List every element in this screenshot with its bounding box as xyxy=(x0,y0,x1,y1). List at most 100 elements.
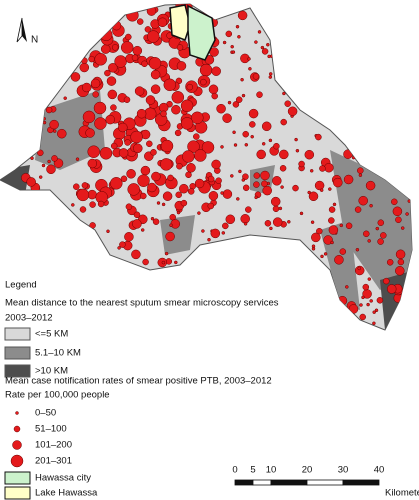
rate-symbol xyxy=(369,299,373,303)
rate-symbol xyxy=(231,50,236,54)
scale-segment xyxy=(252,479,272,486)
rate-symbol xyxy=(268,138,273,143)
rate-symbol xyxy=(211,159,221,170)
rate-symbol xyxy=(311,232,321,243)
legend-label: 201–301 xyxy=(35,456,72,467)
rate-symbol xyxy=(233,143,238,147)
rate-symbol xyxy=(148,57,162,70)
rate-symbol xyxy=(253,181,260,188)
rate-symbol xyxy=(100,44,111,54)
rate-symbol xyxy=(82,110,96,124)
rate-symbol xyxy=(108,63,118,73)
rate-symbol xyxy=(339,248,347,255)
rate-symbol xyxy=(210,228,221,239)
rate-symbol xyxy=(38,175,43,179)
rate-symbol xyxy=(73,183,80,190)
rate-symbol xyxy=(339,223,344,228)
rate-symbol xyxy=(99,28,113,41)
rate-symbol xyxy=(30,156,34,160)
rate-symbol xyxy=(127,183,140,196)
rate-symbol xyxy=(225,214,236,225)
rate-symbol xyxy=(79,62,90,73)
rate-symbol xyxy=(395,249,406,260)
rate-symbol xyxy=(367,239,371,243)
rate-symbol xyxy=(308,191,319,202)
rate-symbol xyxy=(161,202,166,207)
north-arrow-half xyxy=(22,18,27,42)
rate-symbol xyxy=(94,117,107,130)
rate-symbol xyxy=(136,108,147,119)
rate-symbol xyxy=(319,188,324,192)
rate-symbol xyxy=(355,247,360,252)
rate-symbol xyxy=(117,246,121,250)
rate-symbol xyxy=(161,260,166,265)
rate-symbol xyxy=(254,195,258,200)
rate-symbol xyxy=(260,45,265,50)
rate-symbol xyxy=(169,223,173,228)
rate-symbol xyxy=(261,121,272,132)
rate-symbol xyxy=(193,133,200,140)
rate-symbol xyxy=(240,214,250,224)
rate-symbol xyxy=(250,134,254,139)
rate-symbol xyxy=(126,169,136,179)
scale-label: 40 xyxy=(374,465,385,476)
rate-symbol xyxy=(63,96,67,100)
rate-symbol xyxy=(314,180,325,191)
rate-symbol xyxy=(26,177,36,187)
rate-symbol xyxy=(266,42,270,47)
scale-segment xyxy=(270,479,308,486)
rate-symbol xyxy=(279,149,289,160)
rate-symbol xyxy=(76,188,90,202)
rate-symbol xyxy=(270,196,281,207)
rate-symbol xyxy=(395,266,405,276)
rate-symbol xyxy=(134,86,145,96)
rate-symbol xyxy=(243,222,248,226)
rate-symbol xyxy=(295,148,300,153)
rate-symbol xyxy=(49,119,59,130)
rate-symbol xyxy=(232,130,236,135)
rate-symbol xyxy=(144,26,152,33)
rate-symbol xyxy=(358,195,368,206)
rate-symbol xyxy=(380,232,387,239)
rate-symbol xyxy=(310,220,315,224)
rate-symbol xyxy=(110,104,117,111)
rate-symbol xyxy=(132,219,142,229)
rate-symbol xyxy=(136,18,144,25)
rate-symbol xyxy=(71,203,75,207)
rate-symbol xyxy=(261,48,269,55)
rate-symbol xyxy=(254,40,258,44)
rate-symbol xyxy=(299,211,304,216)
rate-symbol xyxy=(57,128,67,139)
rate-symbol xyxy=(359,303,363,307)
rate-symbol xyxy=(151,171,161,182)
rate-symbol xyxy=(37,149,44,157)
rate-symbol xyxy=(162,191,173,201)
rate-symbol xyxy=(125,33,132,41)
rate-symbol xyxy=(260,170,270,181)
rate-symbol xyxy=(249,121,256,128)
lake-hawassa xyxy=(169,4,191,41)
rate-symbol xyxy=(319,165,326,172)
rate-symbol xyxy=(133,211,141,219)
scale-segment xyxy=(306,479,344,486)
rate-symbol xyxy=(104,69,111,77)
rate-symbol xyxy=(333,177,343,188)
rate-symbol xyxy=(332,202,337,207)
rate-symbol xyxy=(238,169,242,174)
legend-swatch xyxy=(4,471,31,485)
rate-symbol xyxy=(240,77,244,82)
rate-symbol xyxy=(131,249,141,260)
rate-symbol xyxy=(90,78,101,89)
rate-symbol xyxy=(97,200,105,208)
rate-symbol xyxy=(236,197,240,201)
rate-symbol xyxy=(207,237,211,242)
rate-symbol xyxy=(343,149,353,159)
rate-symbol xyxy=(51,155,58,162)
rate-symbol xyxy=(237,10,248,21)
legend-label: Lake Hawassa xyxy=(35,488,98,499)
rate-symbol xyxy=(357,266,361,271)
rate-symbol xyxy=(222,113,232,123)
rate-symbol xyxy=(176,162,183,170)
rate-symbol xyxy=(247,57,251,61)
rate-symbol xyxy=(174,129,182,137)
